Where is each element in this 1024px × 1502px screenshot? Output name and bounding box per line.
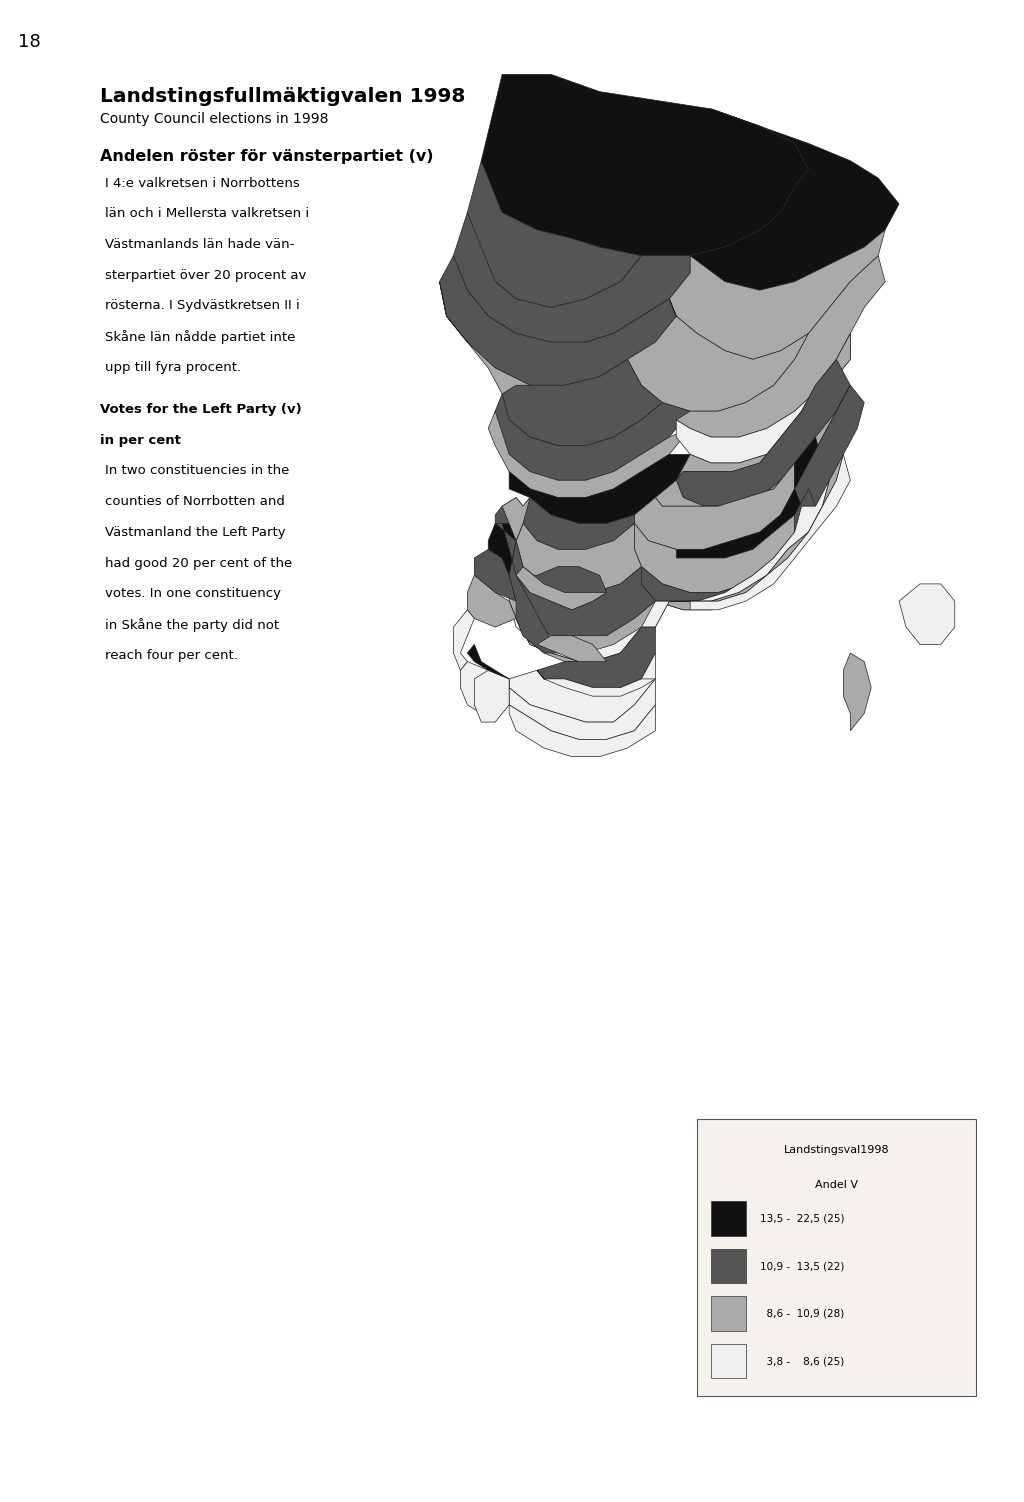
Polygon shape	[690, 108, 899, 290]
Polygon shape	[697, 1119, 976, 1395]
Polygon shape	[474, 670, 509, 722]
Polygon shape	[844, 653, 871, 730]
Polygon shape	[488, 412, 690, 497]
Polygon shape	[711, 1202, 745, 1236]
Polygon shape	[523, 497, 635, 550]
Text: Skåne län nådde partiet inte: Skåne län nådde partiet inte	[104, 330, 295, 344]
Polygon shape	[496, 497, 523, 541]
Polygon shape	[628, 299, 809, 412]
Polygon shape	[496, 523, 558, 653]
Text: 3,8 -    8,6 (25): 3,8 - 8,6 (25)	[760, 1356, 844, 1367]
Polygon shape	[481, 74, 809, 255]
Polygon shape	[474, 550, 516, 601]
Polygon shape	[711, 1344, 745, 1379]
Polygon shape	[641, 488, 815, 610]
Polygon shape	[509, 454, 690, 523]
Text: 13,5 -  22,5 (25): 13,5 - 22,5 (25)	[760, 1214, 845, 1224]
Polygon shape	[516, 566, 606, 610]
Polygon shape	[670, 230, 885, 359]
Polygon shape	[711, 1248, 745, 1283]
Text: County Council elections in 1998: County Council elections in 1998	[100, 113, 329, 126]
Polygon shape	[655, 506, 815, 610]
Polygon shape	[502, 497, 530, 541]
Text: In two constituencies in the: In two constituencies in the	[104, 464, 290, 478]
Polygon shape	[488, 523, 516, 575]
Text: reach four per cent.: reach four per cent.	[104, 649, 238, 662]
Polygon shape	[655, 385, 850, 506]
Text: Västmanlands län hade vän-: Västmanlands län hade vän-	[104, 237, 294, 251]
Polygon shape	[899, 584, 954, 644]
Polygon shape	[635, 515, 795, 592]
Polygon shape	[509, 653, 655, 722]
Polygon shape	[795, 385, 864, 506]
Polygon shape	[676, 255, 885, 437]
Text: upp till fyra procent.: upp till fyra procent.	[104, 360, 241, 374]
Polygon shape	[502, 359, 663, 446]
Text: I 4:e valkretsen i Norrbottens: I 4:e valkretsen i Norrbottens	[104, 177, 300, 189]
Text: votes. In one constituency: votes. In one constituency	[104, 587, 281, 601]
Polygon shape	[537, 626, 655, 688]
Polygon shape	[467, 161, 641, 308]
Text: län och i Mellersta valkretsen i: län och i Mellersta valkretsen i	[104, 207, 309, 221]
Polygon shape	[509, 679, 655, 739]
Polygon shape	[676, 437, 822, 557]
Text: rösterna. I Sydvästkretsen II i: rösterna. I Sydvästkretsen II i	[104, 299, 300, 312]
Polygon shape	[496, 394, 690, 481]
Text: had good 20 per cent of the: had good 20 per cent of the	[104, 557, 292, 569]
Polygon shape	[683, 454, 844, 601]
Polygon shape	[454, 610, 474, 670]
Polygon shape	[516, 523, 641, 592]
Polygon shape	[537, 635, 606, 661]
Polygon shape	[461, 661, 509, 713]
Text: Landstingsval1998: Landstingsval1998	[783, 1145, 889, 1155]
Text: 18: 18	[18, 33, 41, 51]
Text: Västmanland the Left Party: Västmanland the Left Party	[104, 526, 286, 539]
Polygon shape	[690, 454, 850, 610]
Text: 8,6 -  10,9 (28): 8,6 - 10,9 (28)	[760, 1308, 844, 1319]
Polygon shape	[509, 541, 655, 635]
Polygon shape	[509, 575, 670, 661]
Polygon shape	[509, 704, 655, 757]
Polygon shape	[439, 281, 530, 394]
Text: Votes for the Left Party (v): Votes for the Left Party (v)	[100, 403, 302, 416]
Text: counties of Norrbotten and: counties of Norrbotten and	[104, 496, 285, 508]
Polygon shape	[676, 359, 850, 506]
Text: Landstingsfullmäktigvalen 1998: Landstingsfullmäktigvalen 1998	[100, 87, 466, 107]
Polygon shape	[537, 670, 655, 695]
Polygon shape	[711, 1296, 745, 1331]
Polygon shape	[439, 255, 676, 385]
Text: sterpartiet över 20 procent av: sterpartiet över 20 procent av	[104, 269, 306, 282]
Polygon shape	[635, 463, 795, 550]
Polygon shape	[454, 212, 690, 342]
Polygon shape	[467, 644, 509, 679]
Text: in per cent: in per cent	[100, 434, 181, 446]
Text: in Skåne the party did not: in Skåne the party did not	[104, 617, 279, 632]
Text: Andel V: Andel V	[815, 1181, 858, 1190]
Polygon shape	[676, 333, 850, 463]
Polygon shape	[516, 566, 606, 610]
Polygon shape	[467, 575, 516, 626]
Polygon shape	[670, 481, 829, 601]
Polygon shape	[676, 333, 850, 481]
Polygon shape	[509, 601, 670, 661]
Text: Andelen röster för vänsterpartiet (v): Andelen röster för vänsterpartiet (v)	[100, 149, 434, 164]
Text: 10,9 -  13,5 (22): 10,9 - 13,5 (22)	[760, 1262, 844, 1271]
Polygon shape	[516, 619, 655, 661]
